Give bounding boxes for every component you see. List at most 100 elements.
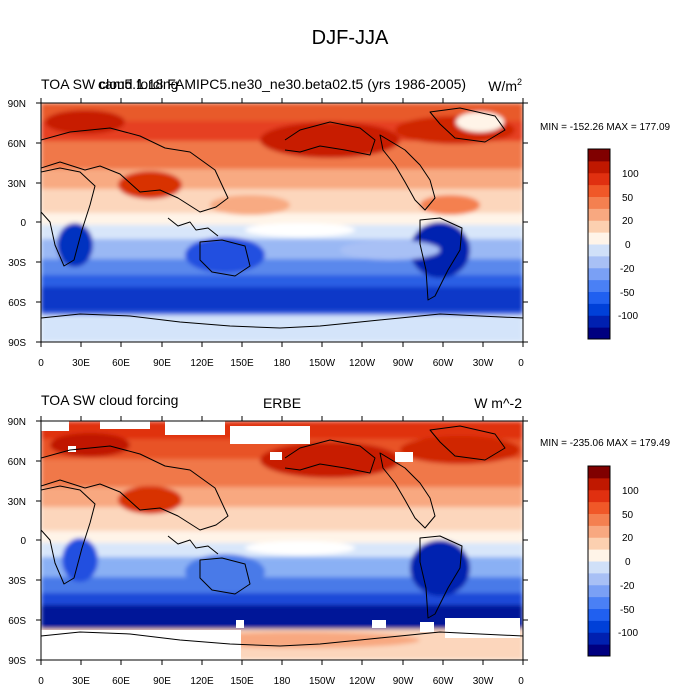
- colorbar-swatch: [588, 303, 610, 316]
- lon-label: 90W: [393, 358, 414, 369]
- lon-label: 120E: [190, 358, 214, 369]
- lon-label: 150W: [309, 676, 336, 687]
- colorbar-label: 0: [625, 557, 631, 568]
- colorbar-swatch: [588, 196, 610, 209]
- lon-label: 120W: [349, 676, 376, 687]
- lon-label: 30E: [72, 358, 90, 369]
- lon-label: 180: [274, 358, 291, 369]
- lat-label: 90S: [8, 656, 26, 667]
- colorbar-swatch: [588, 596, 610, 609]
- colorbar-label: 20: [622, 216, 634, 227]
- colorbar-swatch: [588, 489, 610, 503]
- lat-label: 30S: [8, 576, 26, 587]
- colorbar-swatch: [588, 232, 610, 245]
- colorbar-swatch: [588, 561, 610, 574]
- panel-center-title: cam5.1.18 FAMIPC5.ne30_ne30.beta02.t5 (y…: [98, 76, 466, 92]
- colorbar-label: 50: [622, 510, 634, 521]
- colorbar: 100 50 20 0 -20 -50 -100: [587, 148, 639, 340]
- lon-label: 150W: [309, 358, 336, 369]
- lon-labels: 0 30E 60E 90E 120E 150E 180 150W 120W 90…: [38, 358, 524, 369]
- minmax-label: MIN = -235.06 MAX = 179.49: [540, 438, 671, 449]
- colorbar-swatch: [588, 244, 610, 257]
- lat-label: 30N: [8, 497, 26, 508]
- lat-label: 60S: [8, 616, 26, 627]
- lon-label: 0: [38, 676, 44, 687]
- colorbar: 100 50 20 0 -20 -50 -100: [587, 465, 639, 657]
- minmax-label: MIN = -152.26 MAX = 177.09: [540, 122, 671, 133]
- colorbar-swatch: [588, 549, 610, 562]
- colorbar-swatch: [588, 267, 610, 281]
- lon-label: 30W: [473, 676, 494, 687]
- lon-label: 150E: [230, 358, 254, 369]
- colorbar-label: -20: [620, 581, 635, 592]
- colorbar-swatch: [588, 315, 610, 328]
- lon-labels: 0 30E 60E 90E 120E 150E 180 150W 120W 90…: [38, 676, 524, 687]
- lat-label: 60S: [8, 298, 26, 309]
- colorbar-swatch: [588, 608, 610, 621]
- colorbar-label: -50: [620, 605, 635, 616]
- lat-labels: 90N 60N 30N 0 30S 60S 90S: [8, 99, 27, 349]
- colorbar-label: -100: [618, 311, 638, 322]
- panel-left-title: TOA SW cloud forcing: [41, 392, 178, 408]
- colorbar-swatch: [588, 501, 610, 514]
- figure-title: DJF-JJA: [312, 27, 389, 49]
- panel-center-title: ERBE: [263, 395, 301, 411]
- lon-label: 60W: [433, 358, 454, 369]
- colorbar-swatch: [588, 220, 610, 233]
- colorbar-swatch: [588, 513, 610, 526]
- lon-label: 60E: [112, 676, 130, 687]
- colorbar-label: -100: [618, 628, 638, 639]
- panel-left-title: TOA SW cloud forcing: [41, 76, 178, 92]
- colorbar-swatch: [588, 525, 610, 538]
- colorbar-frame: [587, 148, 611, 340]
- lat-labels: 90N 60N 30N 0 30S 60S 90S: [8, 417, 27, 667]
- heatmap-field: [41, 103, 523, 342]
- colorbar-swatch: [588, 255, 610, 269]
- colorbar-swatch: [588, 584, 610, 598]
- map-plot: [41, 421, 523, 660]
- colorbar-swatch: [588, 279, 610, 292]
- lon-label: 90E: [153, 676, 171, 687]
- colorbar-label: 50: [622, 193, 634, 204]
- colorbar-label: 20: [622, 533, 634, 544]
- panel-units: W m^-2: [474, 395, 522, 411]
- colorbar-label: -20: [620, 264, 635, 275]
- lat-ticks: [36, 102, 528, 343]
- lon-label: 30W: [473, 358, 494, 369]
- map-plot: [41, 103, 523, 342]
- colorbar-labels: 100 50 20 0 -20 -50 -100: [618, 169, 639, 322]
- colorbar-swatch: [588, 572, 610, 586]
- panel-obs: TOA SW cloud forcing ERBE W m^-2: [8, 392, 671, 687]
- lat-label: 60N: [8, 139, 26, 150]
- panel-units: W/m2: [488, 77, 522, 94]
- heatmap-field: [41, 421, 523, 660]
- colorbar-labels: 100 50 20 0 -20 -50 -100: [618, 486, 639, 639]
- colorbar-swatch: [588, 466, 610, 479]
- colorbar-swatch: [588, 149, 610, 162]
- colorbar-label: 0: [625, 240, 631, 251]
- lat-label: 90S: [8, 338, 26, 349]
- lat-label: 90N: [8, 417, 26, 428]
- lon-label: 30E: [72, 676, 90, 687]
- lon-label: 120E: [190, 676, 214, 687]
- panel-model: TOA SW cloud forcing cam5.1.18 FAMIPC5.n…: [8, 76, 671, 369]
- lon-label: 0: [38, 358, 44, 369]
- lat-label: 30N: [8, 179, 26, 190]
- colorbar-swatch: [588, 620, 610, 633]
- lon-label: 60E: [112, 358, 130, 369]
- colorbar-swatches: [588, 466, 610, 657]
- lon-label: 150E: [230, 676, 254, 687]
- colorbar-swatches: [588, 149, 610, 340]
- lat-label: 0: [20, 536, 26, 547]
- colorbar-swatch: [588, 644, 610, 657]
- lon-label: 0: [518, 676, 524, 687]
- lat-label: 30S: [8, 258, 26, 269]
- lon-ticks: [40, 98, 524, 347]
- lon-ticks: [40, 416, 524, 665]
- lat-label: 90N: [8, 99, 26, 110]
- colorbar-swatch: [588, 160, 610, 174]
- colorbar-frame: [587, 465, 611, 657]
- colorbar-swatch: [588, 172, 610, 186]
- coastlines: [41, 107, 523, 329]
